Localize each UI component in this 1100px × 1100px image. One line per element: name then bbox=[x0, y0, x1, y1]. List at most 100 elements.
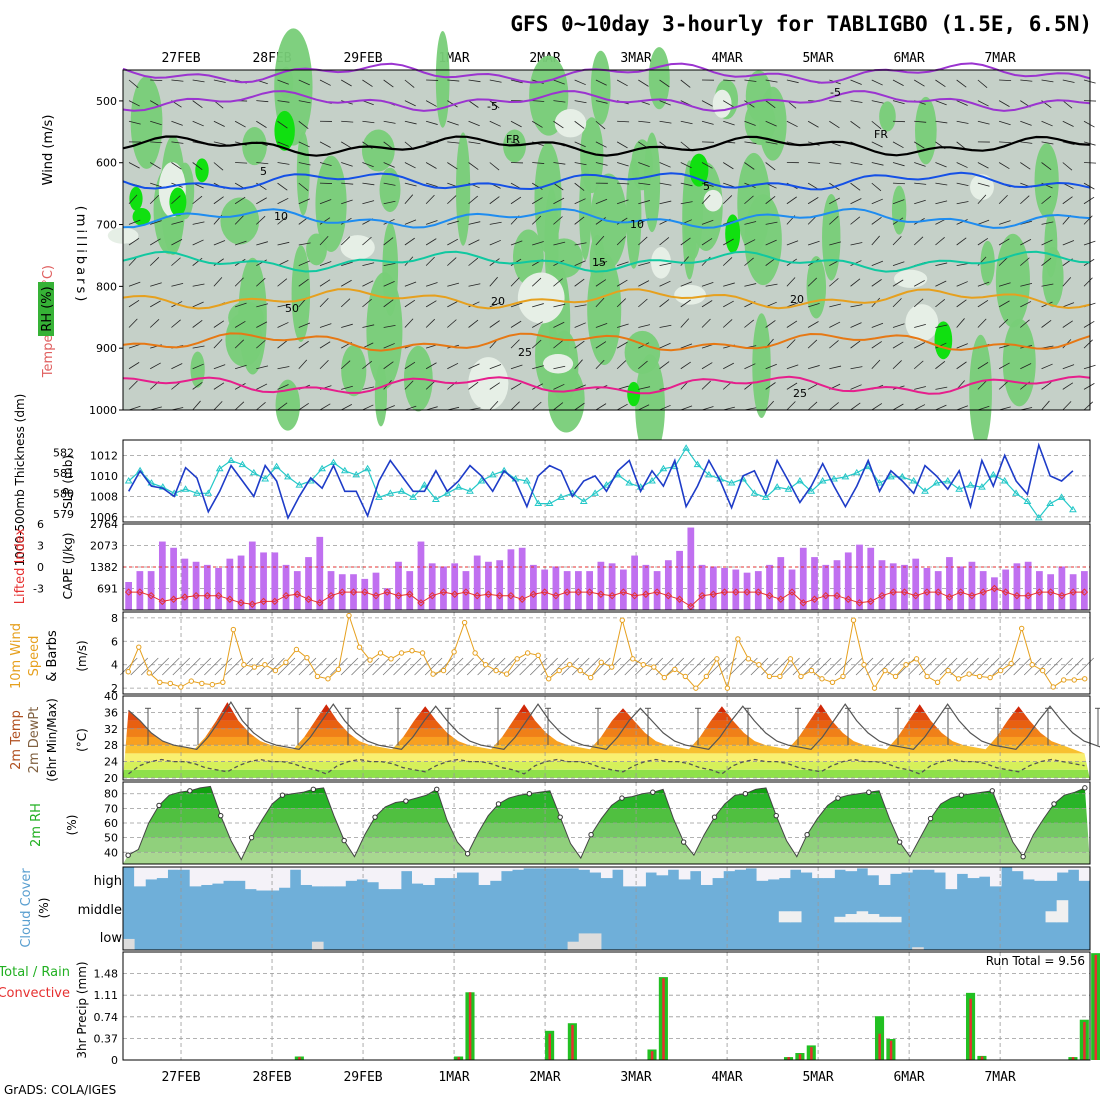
wind-barb bbox=[807, 302, 820, 308]
wind-barb bbox=[489, 196, 500, 205]
wind-barb bbox=[892, 298, 902, 308]
wind-barb bbox=[850, 182, 861, 191]
wind-barb bbox=[850, 79, 862, 85]
cape-bar bbox=[844, 552, 852, 610]
wind-barb bbox=[426, 120, 438, 125]
rh-point bbox=[989, 788, 995, 794]
wind-barb bbox=[708, 657, 727, 676]
wind-barb bbox=[977, 120, 990, 125]
wind-barb bbox=[1083, 383, 1095, 390]
wind-barb bbox=[914, 182, 927, 185]
wind-barb bbox=[914, 386, 926, 390]
dewpt2m-label: 2m DewPt bbox=[27, 707, 42, 774]
temp-line bbox=[128, 700, 1100, 750]
cloud-high-gap bbox=[712, 867, 724, 879]
wind-barb bbox=[225, 657, 243, 676]
wind-speed-point bbox=[672, 666, 678, 673]
lifted-index-point bbox=[124, 588, 133, 596]
cloud-high-gap bbox=[901, 867, 913, 873]
precip-tick-label: 0 bbox=[111, 1054, 118, 1067]
wind-barb bbox=[256, 321, 268, 328]
thickness-point bbox=[1023, 497, 1032, 504]
thickness-point bbox=[261, 474, 270, 482]
wind-speed-point bbox=[777, 673, 783, 680]
lifted-index-point bbox=[158, 597, 167, 606]
wind-barb bbox=[1062, 100, 1073, 109]
lifted-index-point bbox=[293, 590, 301, 598]
wind-barb bbox=[383, 79, 394, 88]
wind-barb bbox=[977, 79, 988, 89]
wind-barb bbox=[744, 162, 755, 170]
wind-barb bbox=[193, 657, 212, 676]
wind-barb bbox=[468, 221, 481, 225]
lifted-index-point bbox=[226, 595, 234, 603]
rh-moist-blob bbox=[648, 47, 670, 110]
wind-speed-point bbox=[619, 617, 625, 623]
wind-barb bbox=[162, 657, 180, 676]
precip-tick-label: 0.74 bbox=[94, 1011, 119, 1024]
wind-barb bbox=[574, 304, 587, 308]
wind-barb bbox=[319, 261, 332, 267]
wind-barb bbox=[468, 162, 479, 170]
isotherm-line bbox=[122, 171, 1091, 191]
rh-point bbox=[619, 795, 625, 801]
wind-barb bbox=[447, 238, 459, 246]
lifted-index-point bbox=[304, 595, 313, 603]
thickness-point bbox=[522, 477, 531, 484]
wind-barb bbox=[298, 79, 310, 86]
wind-barb bbox=[807, 339, 818, 349]
cape-tick-label: 1382 bbox=[90, 561, 118, 574]
rh-dry-blob bbox=[893, 269, 928, 288]
wind-barb bbox=[362, 386, 375, 390]
isotherm-label: 5 bbox=[703, 180, 710, 193]
cloud-high-gap bbox=[756, 867, 769, 881]
precip-labels: Total / Rain Convective 3hr Precip (mm) bbox=[0, 961, 89, 1058]
wind-barb bbox=[362, 298, 372, 308]
isotherm-label: 25 bbox=[518, 346, 532, 359]
wind-barb bbox=[234, 277, 244, 287]
wind-barb bbox=[192, 100, 203, 109]
wind-speed-point bbox=[157, 679, 163, 685]
lifted-index-label: Lifted Index bbox=[13, 527, 28, 604]
wind-speed-point bbox=[409, 647, 415, 654]
thickness-point bbox=[750, 489, 759, 496]
wind-barb bbox=[834, 657, 853, 676]
lifted-index-point bbox=[653, 588, 661, 596]
wind-barb bbox=[701, 162, 713, 169]
wind-barb bbox=[404, 219, 417, 225]
wind-barb bbox=[1041, 120, 1053, 127]
lifted-tick-label: 3 bbox=[37, 540, 44, 553]
wind-barb bbox=[807, 277, 818, 287]
wind-barb bbox=[213, 162, 224, 171]
wind-barb bbox=[914, 120, 927, 123]
wind-barb bbox=[765, 162, 776, 171]
wind-barb bbox=[1041, 381, 1052, 390]
wind-barb bbox=[723, 162, 734, 170]
cloud-high-gap bbox=[600, 867, 613, 879]
cloud-high-gap bbox=[378, 867, 391, 890]
wind-barb bbox=[1062, 382, 1074, 390]
wind-barb bbox=[998, 300, 1010, 308]
wind-barb bbox=[740, 657, 758, 676]
wind-barb bbox=[574, 322, 586, 328]
wind-barb bbox=[956, 299, 967, 308]
wind-barb bbox=[130, 657, 149, 676]
wind-barb bbox=[383, 343, 395, 349]
lifted-index-point bbox=[540, 588, 549, 596]
wind-barb bbox=[383, 299, 394, 308]
lifted-index-point bbox=[788, 588, 796, 596]
wind-barb bbox=[1020, 239, 1032, 246]
cape-bar bbox=[158, 541, 166, 610]
rh-moist-blob bbox=[545, 238, 583, 278]
bottom-date-label: 7MAR bbox=[984, 1070, 1015, 1085]
wind-barb bbox=[998, 120, 1011, 126]
lifted-index-point bbox=[923, 588, 931, 596]
wind10m-label: 10m Wind bbox=[9, 623, 24, 689]
wind-barb bbox=[128, 237, 140, 246]
wind-barb bbox=[595, 141, 607, 148]
cloud-high-gap bbox=[812, 867, 824, 879]
wind-barb bbox=[172, 657, 191, 676]
wind-barb bbox=[659, 404, 671, 411]
lifted-index-point bbox=[361, 588, 369, 596]
wind-barb bbox=[808, 365, 820, 370]
